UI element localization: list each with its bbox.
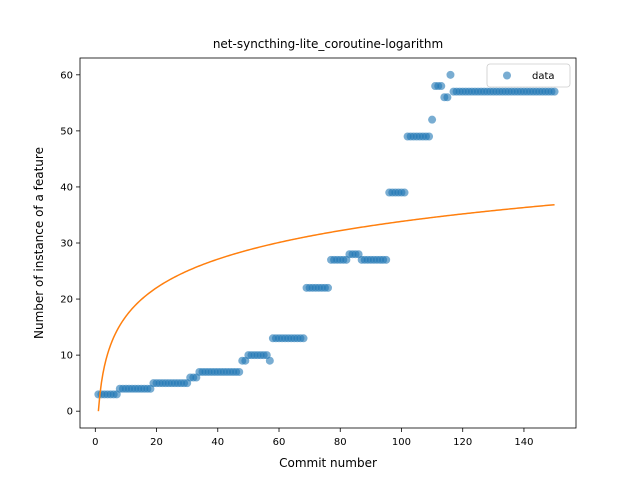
- data-marks: [94, 70, 559, 412]
- y-tick-label: 50: [60, 126, 73, 137]
- x-tick-label: 140: [514, 437, 533, 448]
- legend: data: [486, 63, 571, 88]
- data-point: [428, 115, 437, 124]
- x-tick-label: 20: [150, 437, 163, 448]
- data-point: [425, 132, 434, 141]
- data-point: [299, 334, 308, 343]
- data-point: [265, 356, 274, 365]
- data-point: [235, 367, 244, 376]
- chart-title: net-syncthing-lite_coroutine-logarithm: [213, 37, 443, 51]
- x-axis: 0 20 40 60 80 100 120 140: [92, 428, 533, 448]
- x-tick-label: 60: [273, 437, 286, 448]
- y-axis: 0 10 20 30 40 50 60: [60, 70, 80, 418]
- fit-line: [97, 203, 555, 412]
- data-point: [446, 70, 455, 79]
- x-tick-label: 0: [92, 437, 98, 448]
- y-tick-label: 40: [60, 182, 73, 193]
- y-tick-label: 60: [60, 70, 73, 81]
- legend-label: data: [532, 71, 555, 82]
- data-point: [437, 82, 446, 91]
- x-tick-label: 100: [392, 437, 411, 448]
- x-tick-label: 120: [453, 437, 472, 448]
- legend-marker: [503, 71, 511, 80]
- y-tick-label: 30: [60, 239, 73, 250]
- x-tick-label: 40: [211, 437, 224, 448]
- data-point: [324, 283, 332, 292]
- y-tick-label: 0: [67, 407, 73, 418]
- data-point: [382, 255, 391, 264]
- data-point: [400, 188, 409, 197]
- legend-box: [486, 63, 571, 88]
- data-point: [443, 93, 452, 102]
- y-tick-label: 10: [60, 351, 73, 362]
- y-tick-label: 20: [60, 295, 73, 306]
- data-point: [550, 87, 559, 96]
- x-tick-label: 80: [334, 437, 347, 448]
- y-axis-label: Number of instance of a feature: [32, 147, 46, 339]
- x-axis-label: Commit number: [279, 456, 377, 470]
